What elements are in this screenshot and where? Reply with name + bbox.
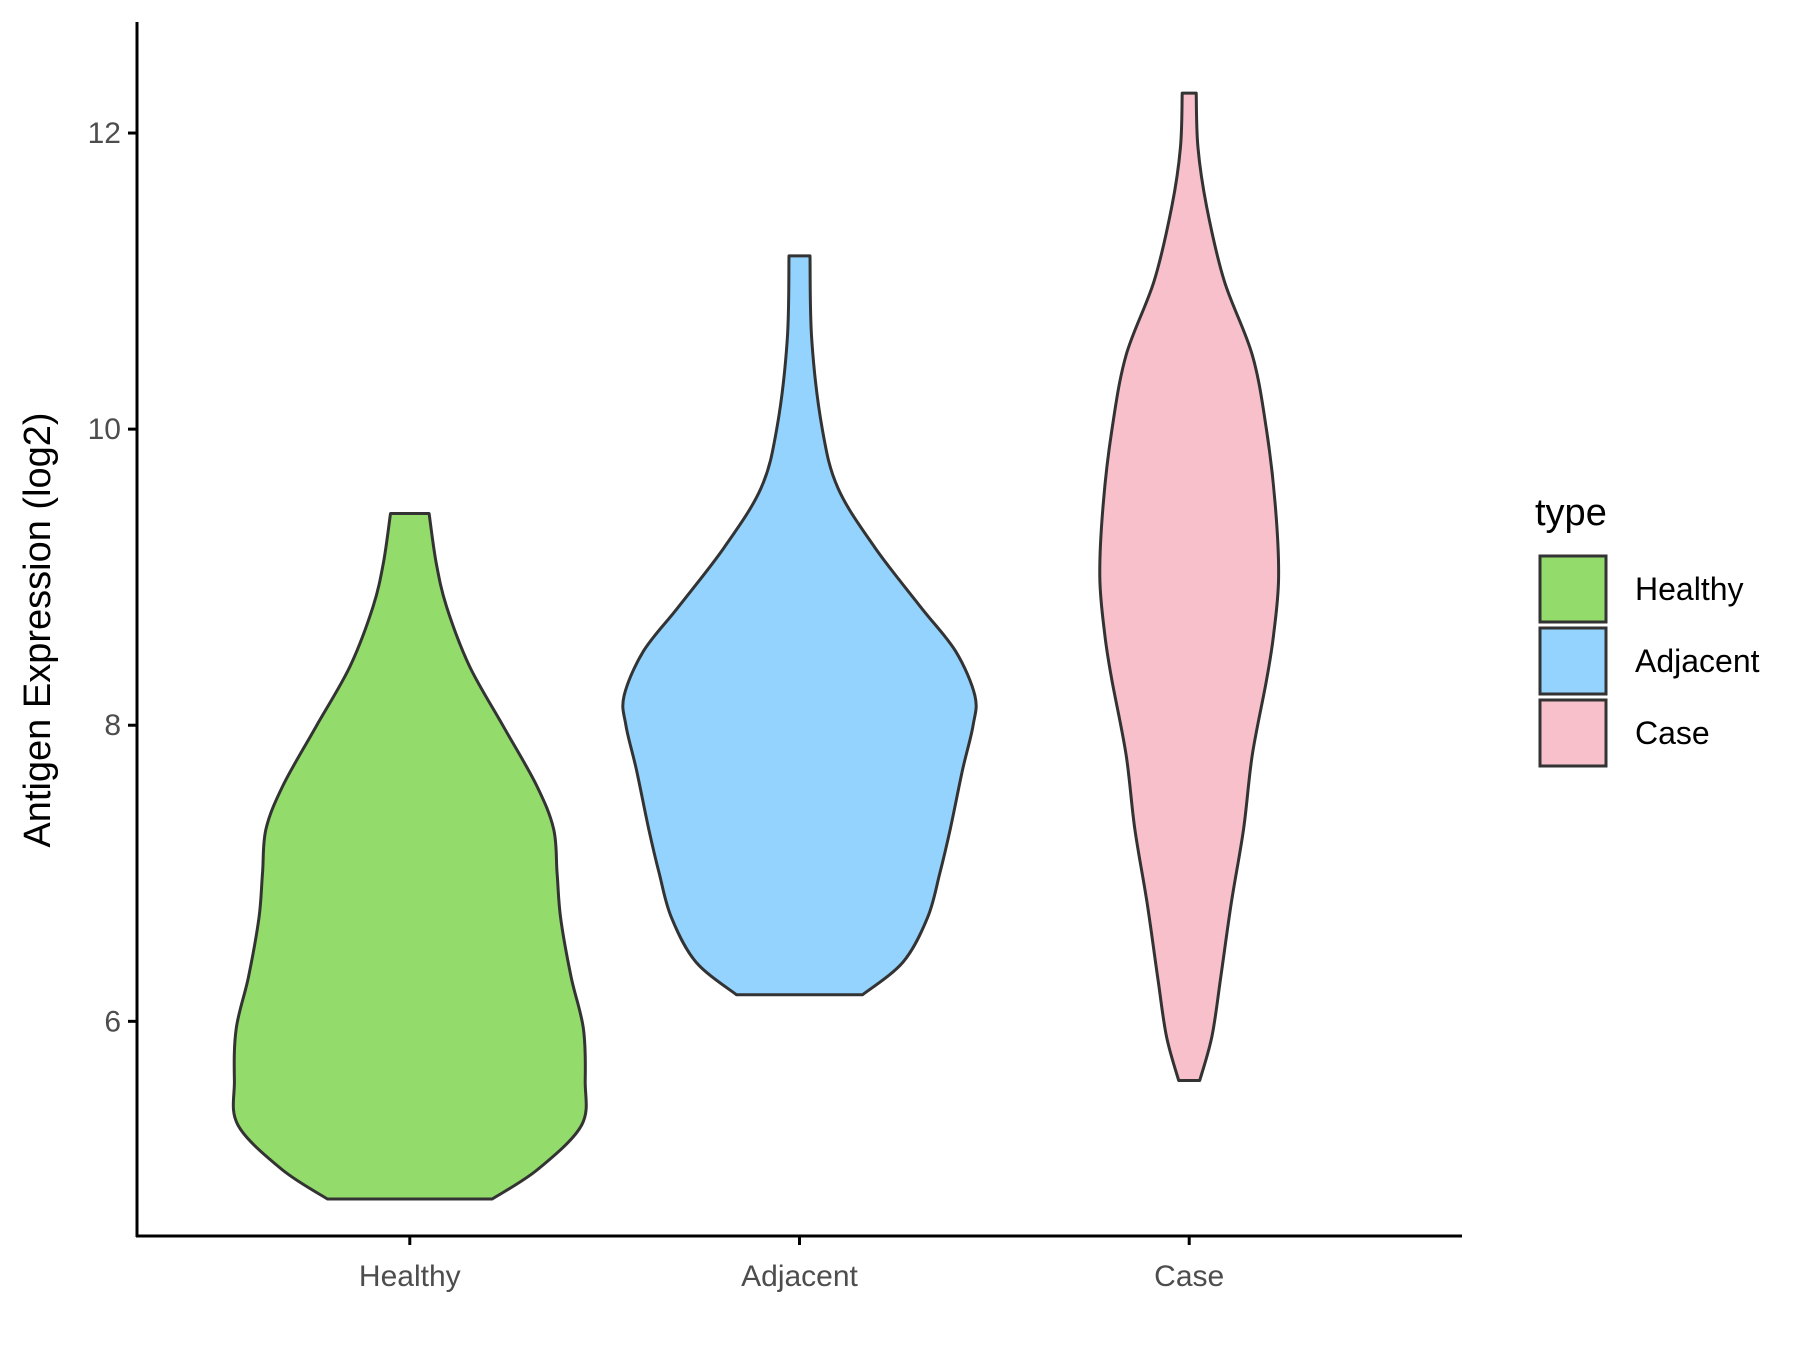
legend-label-adjacent: Adjacent <box>1635 643 1760 679</box>
violin-adjacent <box>621 254 978 997</box>
legend-label-case: Case <box>1635 715 1710 751</box>
legend-swatch-healthy <box>1538 554 1608 624</box>
violin-case <box>1098 91 1281 1082</box>
x-ticks: Healthy Adjacent Case <box>359 1236 1224 1293</box>
y-tick-label: 6 <box>104 1005 121 1038</box>
legend-swatch-adjacent <box>1538 626 1608 696</box>
x-tick-label: Adjacent <box>741 1260 858 1293</box>
legend: type Healthy Adjacent Case <box>1535 492 1760 768</box>
y-ticks: 6 8 10 12 <box>88 117 137 1038</box>
legend-label-healthy: Healthy <box>1635 571 1744 607</box>
x-tick-label: Healthy <box>359 1260 461 1293</box>
legend-title: type <box>1535 492 1607 534</box>
legend-items: Healthy Adjacent Case <box>1538 554 1760 768</box>
y-tick-label: 8 <box>104 709 121 742</box>
axes: 6 8 10 12 Healthy Adjacent Case <box>88 22 1462 1293</box>
y-tick-label: 10 <box>88 413 121 446</box>
violin-layer <box>231 91 1281 1201</box>
violin-healthy <box>231 512 588 1201</box>
legend-swatch-case <box>1538 698 1608 768</box>
y-axis-title: Antigen Expression (log2) <box>17 412 59 847</box>
x-tick-label: Case <box>1154 1260 1224 1293</box>
y-tick-label: 12 <box>88 117 121 150</box>
